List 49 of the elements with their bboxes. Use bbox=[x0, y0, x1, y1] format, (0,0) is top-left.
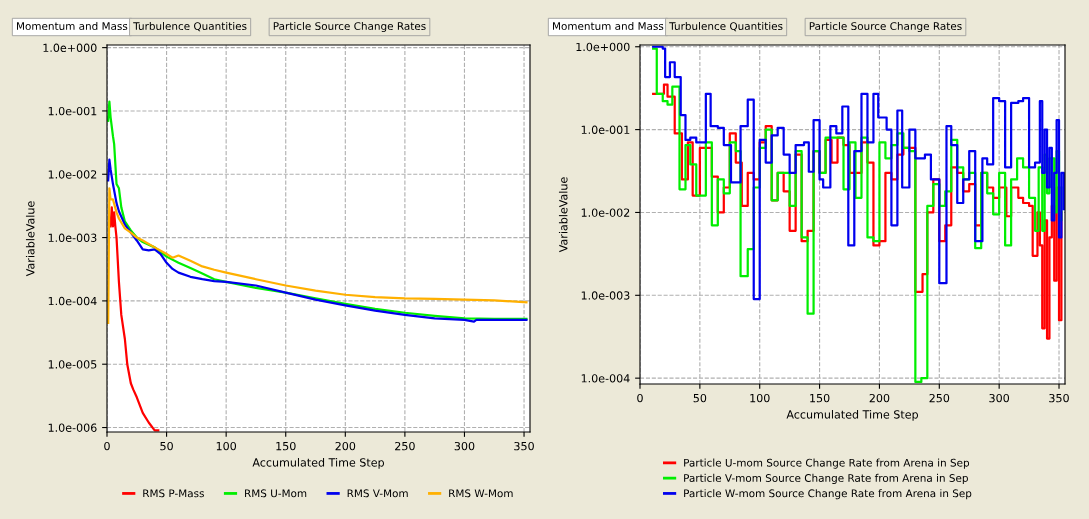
x-axis-title: Accumulated Time Step bbox=[786, 410, 918, 421]
y-tick-label: 1.0e-002 bbox=[581, 208, 630, 217]
text: Momentum and Mass bbox=[17, 21, 128, 31]
x-tick-label: 300 bbox=[454, 441, 475, 451]
x-tick-label: 350 bbox=[1049, 393, 1069, 403]
legend-label: Particle V-mom Source Change Rate from Arena in Sep bbox=[684, 473, 968, 484]
text: Particle Source Change Rates bbox=[273, 21, 426, 33]
y-tick-label: 1.0e-001 bbox=[48, 106, 97, 116]
x-tick-label: 150 bbox=[810, 393, 830, 403]
y-tick-label: 1.0e+000 bbox=[43, 43, 97, 52]
x-tick-label: 350 bbox=[514, 441, 534, 451]
x-axis-title: Accumulated Time Step bbox=[252, 458, 384, 469]
text: Momentum and Mass bbox=[553, 21, 664, 31]
y-tick-label: 1.0e-001 bbox=[581, 125, 630, 134]
y-tick-label: 1.0e-003 bbox=[581, 291, 630, 300]
x-tick-label: 200 bbox=[335, 441, 356, 451]
x-tick-label: 250 bbox=[929, 393, 950, 403]
x-tick-label: 100 bbox=[216, 441, 237, 451]
y-tick-label: 1.0e-004 bbox=[581, 374, 630, 383]
x-tick-label: 250 bbox=[395, 441, 415, 451]
x-tick-label: 150 bbox=[276, 441, 296, 451]
x-tick-label: 0 bbox=[104, 441, 110, 451]
x-tick-label: 200 bbox=[869, 393, 890, 403]
y-tick-label: 1.0e-006 bbox=[48, 423, 97, 432]
legend-label: RMS V-Mom bbox=[347, 489, 408, 498]
text: Turbulence Quantities bbox=[133, 21, 247, 32]
line-series bbox=[107, 187, 528, 324]
legend-label: RMS W-Mom bbox=[449, 489, 513, 498]
x-tick-label: 100 bbox=[750, 393, 770, 403]
x-tick-label: 50 bbox=[693, 393, 707, 403]
y-tick-label: 1.0e-003 bbox=[48, 233, 97, 242]
x-tick-label: 50 bbox=[160, 441, 173, 451]
x-tick-label: 300 bbox=[989, 393, 1010, 403]
y-tick-label: 1.0e-002 bbox=[48, 170, 97, 179]
x-tick-label: 0 bbox=[637, 393, 643, 403]
line-series bbox=[109, 206, 160, 432]
legend-label: RMS P-Mass bbox=[143, 489, 204, 498]
y-tick-label: 1.0e+000 bbox=[576, 42, 630, 52]
legend-label: Particle U-mom Source Change Rate from Arena in Sep bbox=[684, 458, 970, 469]
y-tick-label: 1.0e-005 bbox=[48, 360, 97, 369]
text: Particle Source Change Rates bbox=[809, 21, 962, 33]
line-series bbox=[107, 100, 528, 320]
y-axis-title: VariableValue bbox=[558, 177, 568, 253]
legend-label: RMS U-Mom bbox=[245, 489, 307, 498]
text: Turbulence Quantities bbox=[669, 21, 783, 32]
y-tick-label: 1.0e-004 bbox=[48, 296, 97, 306]
legend-label: Particle W-mom Source Change Rate from Arena in Sep bbox=[684, 489, 972, 500]
line-series bbox=[107, 158, 528, 323]
y-axis-title: VariableValue bbox=[25, 201, 35, 277]
